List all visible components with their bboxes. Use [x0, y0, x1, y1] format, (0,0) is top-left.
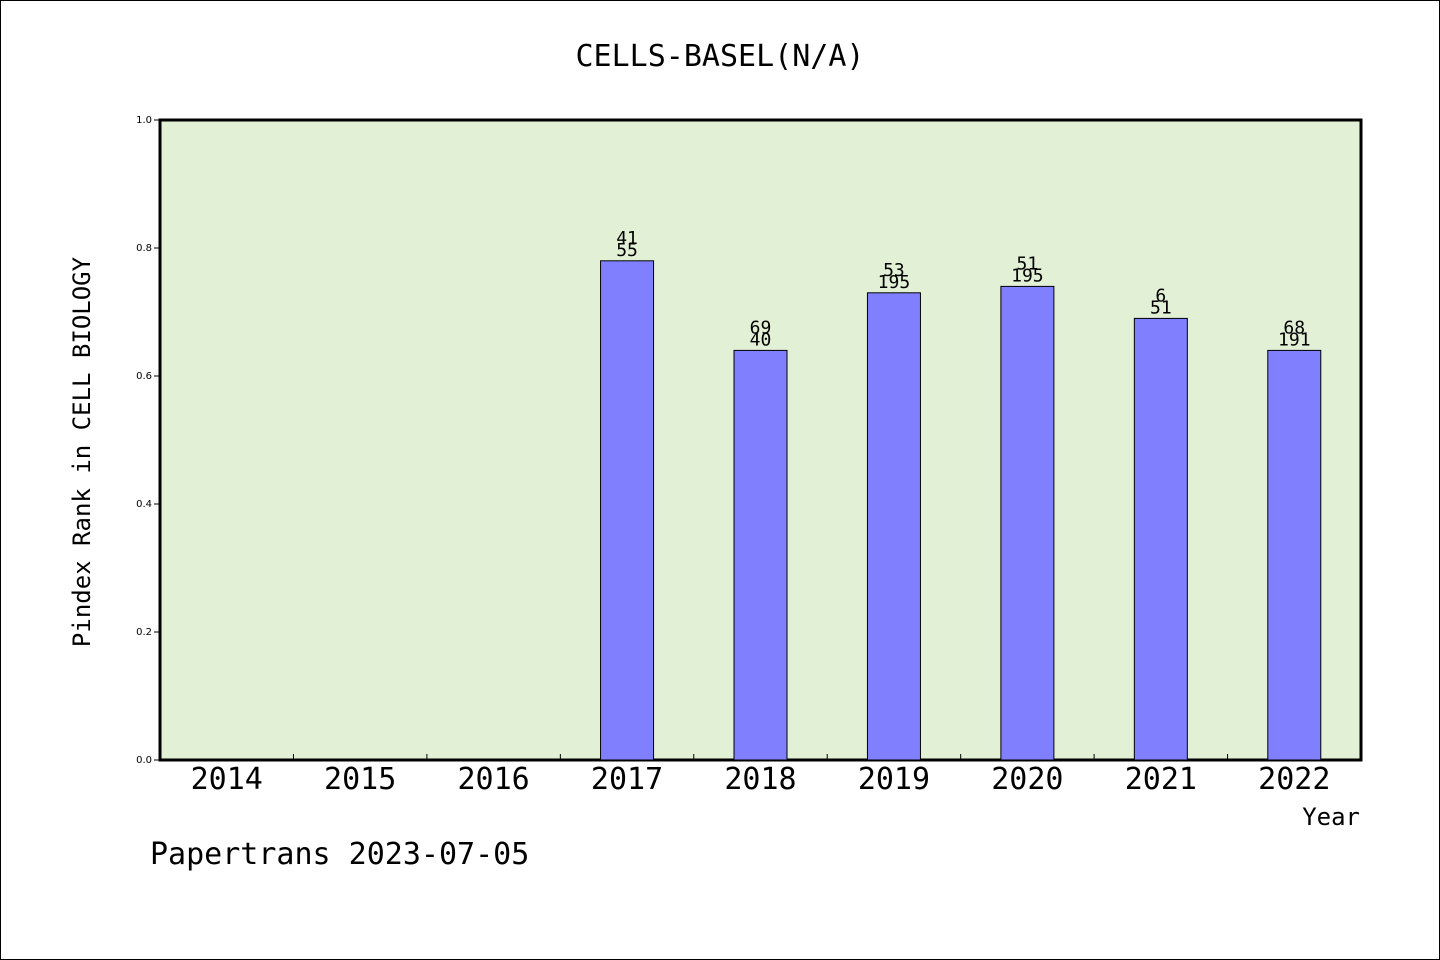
- y-tick-label: 0.0: [136, 755, 152, 766]
- bar-2018: [733, 349, 788, 761]
- bar-2017: [600, 260, 655, 761]
- bar-2022: [1267, 349, 1322, 761]
- y-tick-label: 0.4: [136, 499, 152, 510]
- bar-label-bottom: 195: [1011, 265, 1044, 286]
- bar-label-top: 41: [616, 228, 638, 249]
- x-tick-label: 2017: [591, 762, 663, 797]
- bar-label-bottom: 195: [878, 272, 911, 293]
- bar-2019: [866, 292, 921, 761]
- chart-title: CELLS-BASEL(N/A): [576, 39, 865, 74]
- bar-label-bottom: 55: [616, 240, 638, 261]
- x-tick-label: 2018: [724, 762, 796, 797]
- x-tick-label: 2015: [324, 762, 396, 797]
- x-tick-label: 2016: [457, 762, 529, 797]
- x-tick-label: 2019: [858, 762, 930, 797]
- bar-2020: [1000, 285, 1055, 761]
- y-tick-label: 1.0: [136, 115, 152, 126]
- bar-label-top: 69: [750, 317, 772, 338]
- y-axis-label: Pindex Rank in CELL BIOLOGY: [68, 256, 96, 647]
- bar-label-top: 53: [883, 260, 905, 281]
- bar-2021: [1133, 317, 1188, 761]
- x-tick-label: 2014: [191, 762, 263, 797]
- y-tick-label: 0.6: [136, 371, 152, 382]
- watermark-text: Papertrans 2023-07-05: [150, 837, 529, 872]
- x-tick-label: 2021: [1125, 762, 1197, 797]
- bar-label-top: 6: [1155, 285, 1166, 306]
- bar-label-bottom: 191: [1278, 329, 1311, 350]
- bar-label-top: 68: [1283, 317, 1305, 338]
- bar-label-top: 51: [1017, 253, 1039, 274]
- x-tick-label: 2020: [991, 762, 1063, 797]
- x-axis: 2014 2015 2016 2017 2018 2019 2020 2021 2022: [191, 754, 1330, 797]
- x-tick-label: 2022: [1258, 762, 1330, 797]
- y-tick-label: 0.2: [136, 627, 152, 638]
- y-tick-label: 0.8: [136, 243, 152, 254]
- bar-label-bottom: 40: [750, 329, 772, 350]
- bar-label-bottom: 51: [1150, 297, 1172, 318]
- x-axis-label: Year: [1302, 803, 1360, 831]
- y-axis: 0.0 0.2 0.4 0.6 0.8 1.0: [136, 115, 160, 766]
